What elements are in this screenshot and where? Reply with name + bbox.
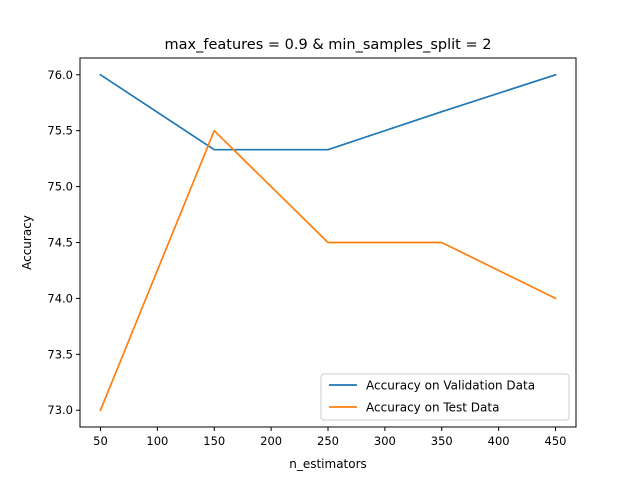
y-tick-label: 73.5 [47, 347, 73, 361]
x-tick-label: 50 [93, 434, 108, 448]
ticks-layer: 50 100 150 200 250 300 350 400 450 73.0 73.5 74.0 74… [47, 68, 566, 448]
y-tick-label: 75.5 [47, 124, 73, 138]
legend-label-validation: Accuracy on Validation Data [366, 379, 535, 393]
series-line-0 [99, 73, 557, 151]
x-tick-label: 400 [488, 434, 510, 448]
x-tick-label: 100 [146, 434, 168, 448]
x-tick-label: 200 [260, 434, 282, 448]
series-layer [99, 73, 557, 412]
x-tick-label: 150 [203, 434, 225, 448]
y-tick-label: 74.5 [47, 236, 73, 250]
x-tick-label: 300 [374, 434, 396, 448]
x-tick-label: 250 [317, 434, 339, 448]
y-axis-label: Accuracy [20, 215, 34, 270]
y-tick-label: 73.0 [47, 403, 73, 417]
x-tick-label: 450 [545, 434, 567, 448]
legend-box [320, 373, 570, 421]
series-line-1 [99, 129, 557, 412]
x-axis-label: n_estimators [289, 457, 367, 471]
x-tick-label: 350 [431, 434, 453, 448]
plot-area-frame [79, 57, 577, 428]
y-tick-label: 74.0 [47, 291, 73, 305]
y-tick-label: 76.0 [47, 68, 73, 82]
legend: Accuracy on Validation Data Accuracy on … [320, 373, 570, 421]
chart-title: max_features = 0.9 & min_samples_split =… [165, 37, 492, 53]
legend-label-test: Accuracy on Test Data [366, 401, 499, 415]
y-tick-label: 75.0 [47, 180, 73, 194]
